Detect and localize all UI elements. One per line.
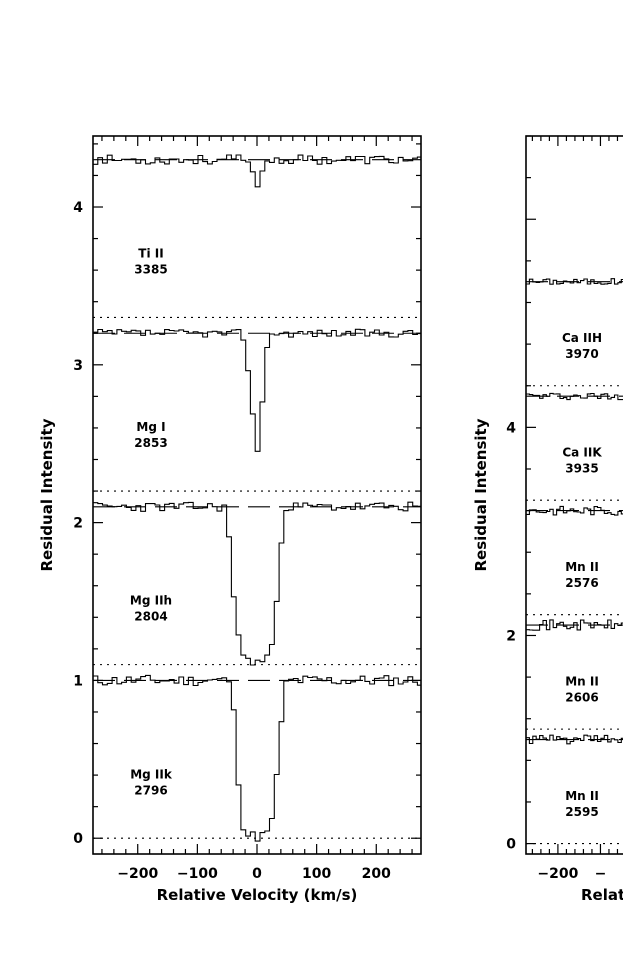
- spectrum-line: [526, 505, 623, 516]
- x-tick-label: 100: [302, 866, 331, 882]
- spectrum-mn-ii-2606: Mn II 2606: [526, 619, 623, 730]
- y-tick-label: 4: [506, 420, 516, 436]
- y-tick-label: 0: [506, 837, 516, 853]
- spectrum-ca-ii-3970: Ca IIH 3970: [526, 278, 623, 387]
- spectrum-line: [526, 278, 623, 285]
- spectrum-ti-ii-3385: Ti II 3385: [93, 154, 421, 319]
- y-tick-label: 3: [73, 358, 83, 374]
- wavelength-label: 3935: [565, 462, 598, 476]
- wavelength-label: 2853: [134, 436, 167, 450]
- wavelength-label: 2595: [565, 805, 598, 819]
- wavelength-label: 3970: [565, 347, 598, 361]
- spectrum-line: [526, 392, 623, 401]
- wavelength-label: 2576: [565, 576, 598, 590]
- spectrum-line: [93, 501, 421, 666]
- ion-label: Ti II: [138, 247, 163, 261]
- y-axis-title: Residual Intensity: [38, 418, 56, 571]
- x-axis-title: Relative Velocity (km/s): [157, 886, 358, 904]
- plot-frame: [525, 135, 623, 855]
- spectrum-line: [93, 328, 421, 452]
- spectrum-line: [93, 154, 421, 188]
- wavelength-label: 2606: [565, 691, 598, 705]
- ion-label: Mn II: [565, 560, 599, 574]
- x-tick-label: −200: [117, 866, 158, 882]
- wavelength-label: 3385: [134, 263, 167, 277]
- y-tick-label: 2: [506, 628, 516, 644]
- x-tick-label: −: [595, 866, 607, 882]
- ion-label: Mg IIk: [130, 767, 173, 781]
- x-tick-label: 0: [252, 866, 262, 882]
- spectrum-mg-ii-2796: Mg IIk 2796: [93, 674, 421, 842]
- ion-label: Mn II: [565, 789, 599, 803]
- spectrum-ca-ii-3935: Ca IIK 3935: [526, 392, 623, 501]
- chart-panel-1: Mg IIk 2796 Mg IIh 2804 Mg I 2853 Ti II 3385: [92, 135, 422, 855]
- ion-label: Ca IIK: [562, 446, 602, 460]
- y-tick-label: 2: [73, 516, 83, 532]
- y-tick-label: 1: [73, 673, 83, 689]
- ion-label: Mg IIh: [130, 594, 172, 608]
- ion-label: Mg I: [136, 420, 165, 434]
- wavelength-label: 2804: [134, 610, 167, 624]
- spectrum-line: [526, 734, 623, 745]
- plot-frame: [92, 135, 422, 855]
- spectrum-mg-i-2853: Mg I 2853: [93, 328, 421, 492]
- spectrum-mg-ii-2804: Mg IIh 2804: [93, 501, 421, 666]
- x-axis-title: Relat: [581, 886, 623, 904]
- spectrum-mn-ii-2595: Mn II 2595: [526, 734, 623, 845]
- y-tick-label: 4: [73, 200, 83, 216]
- y-tick-label: 0: [73, 831, 83, 847]
- x-tick-label: −100: [177, 866, 218, 882]
- x-tick-label: −200: [537, 866, 578, 882]
- spectrum-mn-ii-2576: Mn II 2576: [526, 505, 623, 616]
- ion-label: Mn II: [565, 675, 599, 689]
- y-axis-title: Residual Intensity: [472, 418, 490, 571]
- x-tick-label: 200: [362, 866, 391, 882]
- spectrum-line: [526, 619, 623, 631]
- wavelength-label: 2796: [134, 783, 167, 797]
- spectrum-line: [93, 674, 421, 842]
- ion-label: Ca IIH: [562, 331, 602, 345]
